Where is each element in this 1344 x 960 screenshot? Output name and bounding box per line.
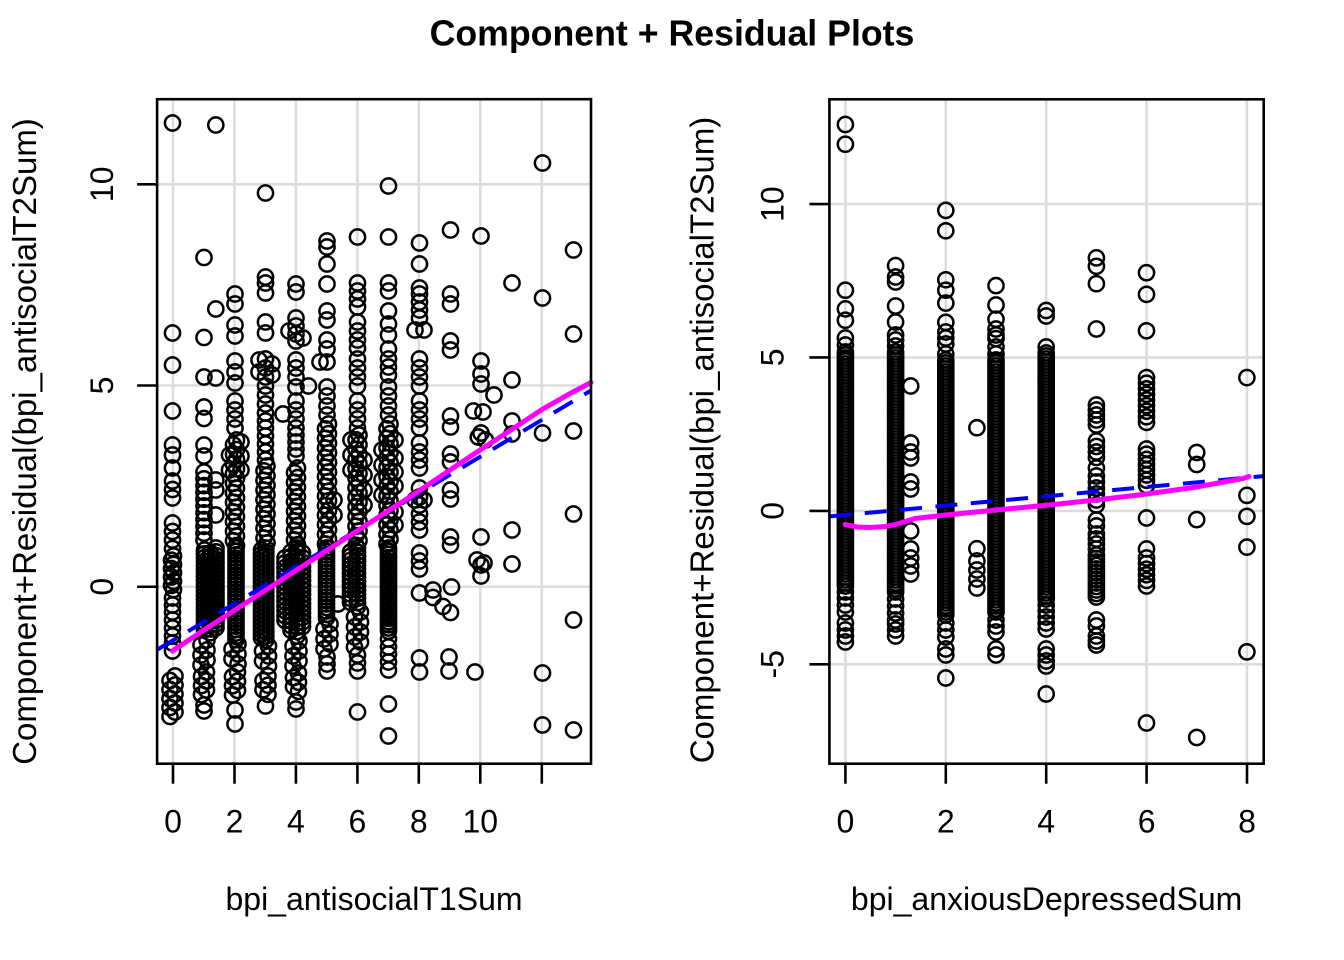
svg-text:10: 10: [755, 186, 791, 222]
svg-text:bpi_antisocialT1Sum: bpi_antisocialT1Sum: [225, 881, 522, 917]
svg-text:4: 4: [287, 804, 305, 840]
svg-text:bpi_anxiousDepressedSum: bpi_anxiousDepressedSum: [851, 881, 1242, 917]
svg-text:10: 10: [463, 804, 499, 840]
svg-text:5: 5: [84, 377, 120, 395]
svg-text:5: 5: [755, 349, 791, 367]
svg-text:6: 6: [349, 804, 367, 840]
svg-text:2: 2: [937, 804, 955, 840]
svg-text:8: 8: [410, 804, 428, 840]
svg-text:10: 10: [84, 167, 120, 203]
svg-text:4: 4: [1037, 804, 1055, 840]
svg-text:0: 0: [837, 804, 855, 840]
svg-text:0: 0: [84, 578, 120, 596]
svg-text:0: 0: [755, 502, 791, 520]
svg-text:Component+Residual(bpi_antisoc: Component+Residual(bpi_antisocialT2Sum): [684, 117, 721, 764]
svg-text:-5: -5: [755, 650, 791, 678]
svg-text:0: 0: [164, 804, 182, 840]
svg-text:8: 8: [1238, 804, 1256, 840]
svg-text:6: 6: [1138, 804, 1156, 840]
svg-text:2: 2: [226, 804, 244, 840]
svg-text:Component+Residual(bpi_antisoc: Component+Residual(bpi_antisocialT2Sum): [6, 118, 43, 765]
svg-text:Component + Residual Plots: Component + Residual Plots: [430, 14, 915, 54]
